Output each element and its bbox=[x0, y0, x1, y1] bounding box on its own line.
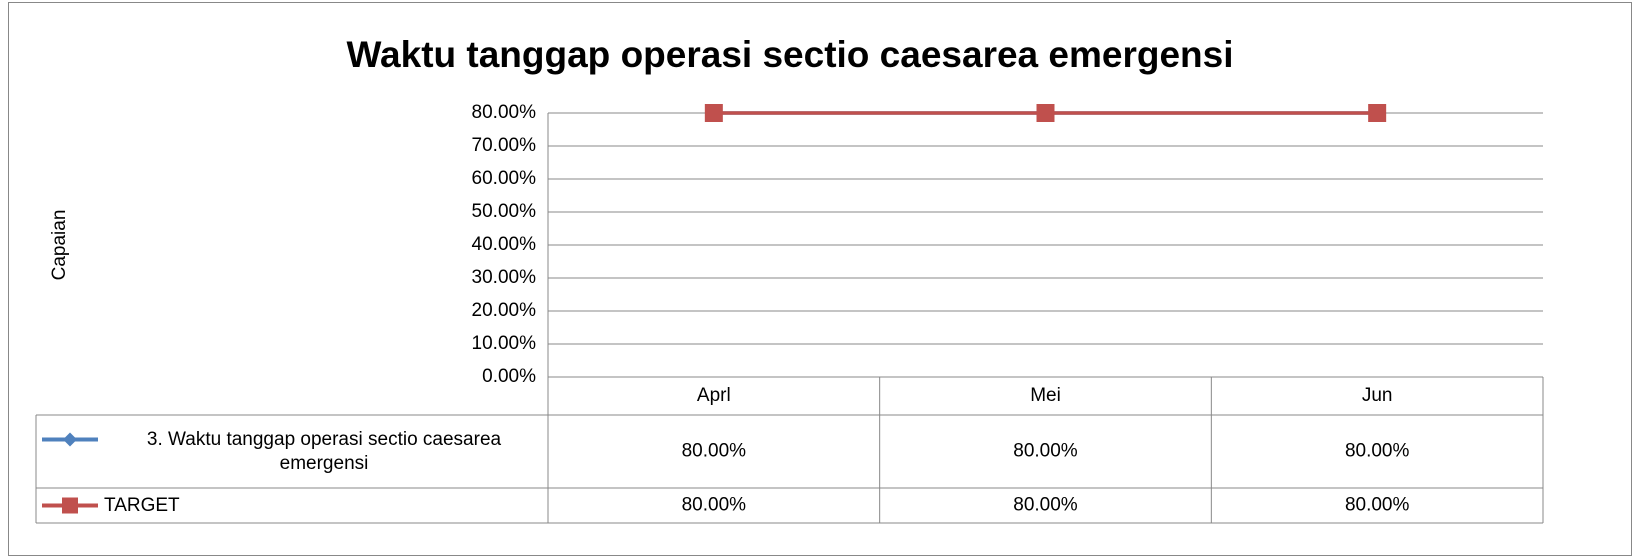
y-tick-label: 70.00% bbox=[472, 135, 537, 156]
table-value: 80.00% bbox=[1345, 441, 1410, 462]
table-value: 80.00% bbox=[682, 495, 747, 516]
y-tick-label: 0.00% bbox=[482, 366, 536, 387]
y-tick-label: 20.00% bbox=[472, 300, 537, 321]
table-value: 80.00% bbox=[1345, 495, 1410, 516]
y-tick-label: 80.00% bbox=[472, 102, 537, 123]
legend-key-marker bbox=[63, 432, 77, 447]
y-tick-label: 50.00% bbox=[472, 201, 537, 222]
chart-title: Waktu tanggap operasi sectio caesarea em… bbox=[347, 34, 1234, 75]
point bbox=[704, 104, 723, 122]
y-tick-label: 40.00% bbox=[472, 234, 537, 255]
chart-border bbox=[8, 2, 1632, 556]
x-tick-label: Jun bbox=[1362, 385, 1393, 406]
x-tick-label: Aprl bbox=[697, 385, 731, 406]
y-tick-label: 10.00% bbox=[472, 333, 537, 354]
table-value: 80.00% bbox=[1013, 441, 1078, 462]
point bbox=[1036, 104, 1055, 122]
y-tick-label: 60.00% bbox=[472, 168, 537, 189]
legend-entry-box: TARGET bbox=[104, 494, 180, 516]
y-tick-label: 30.00% bbox=[472, 267, 537, 288]
legend-entry: TARGET bbox=[104, 494, 180, 516]
point bbox=[1368, 104, 1387, 122]
table-value: 80.00% bbox=[1013, 495, 1078, 516]
y-axis-label: Capaian bbox=[49, 210, 70, 281]
table-value: 80.00% bbox=[682, 441, 747, 462]
x-tick-label: Mei bbox=[1030, 385, 1061, 406]
legend-key-marker bbox=[62, 497, 78, 514]
legend-entry: 3. Waktu tanggap operasi sectio caesarea… bbox=[146, 428, 502, 474]
legend-entry-box: 3. Waktu tanggap operasi sectio caesarea… bbox=[146, 428, 502, 474]
